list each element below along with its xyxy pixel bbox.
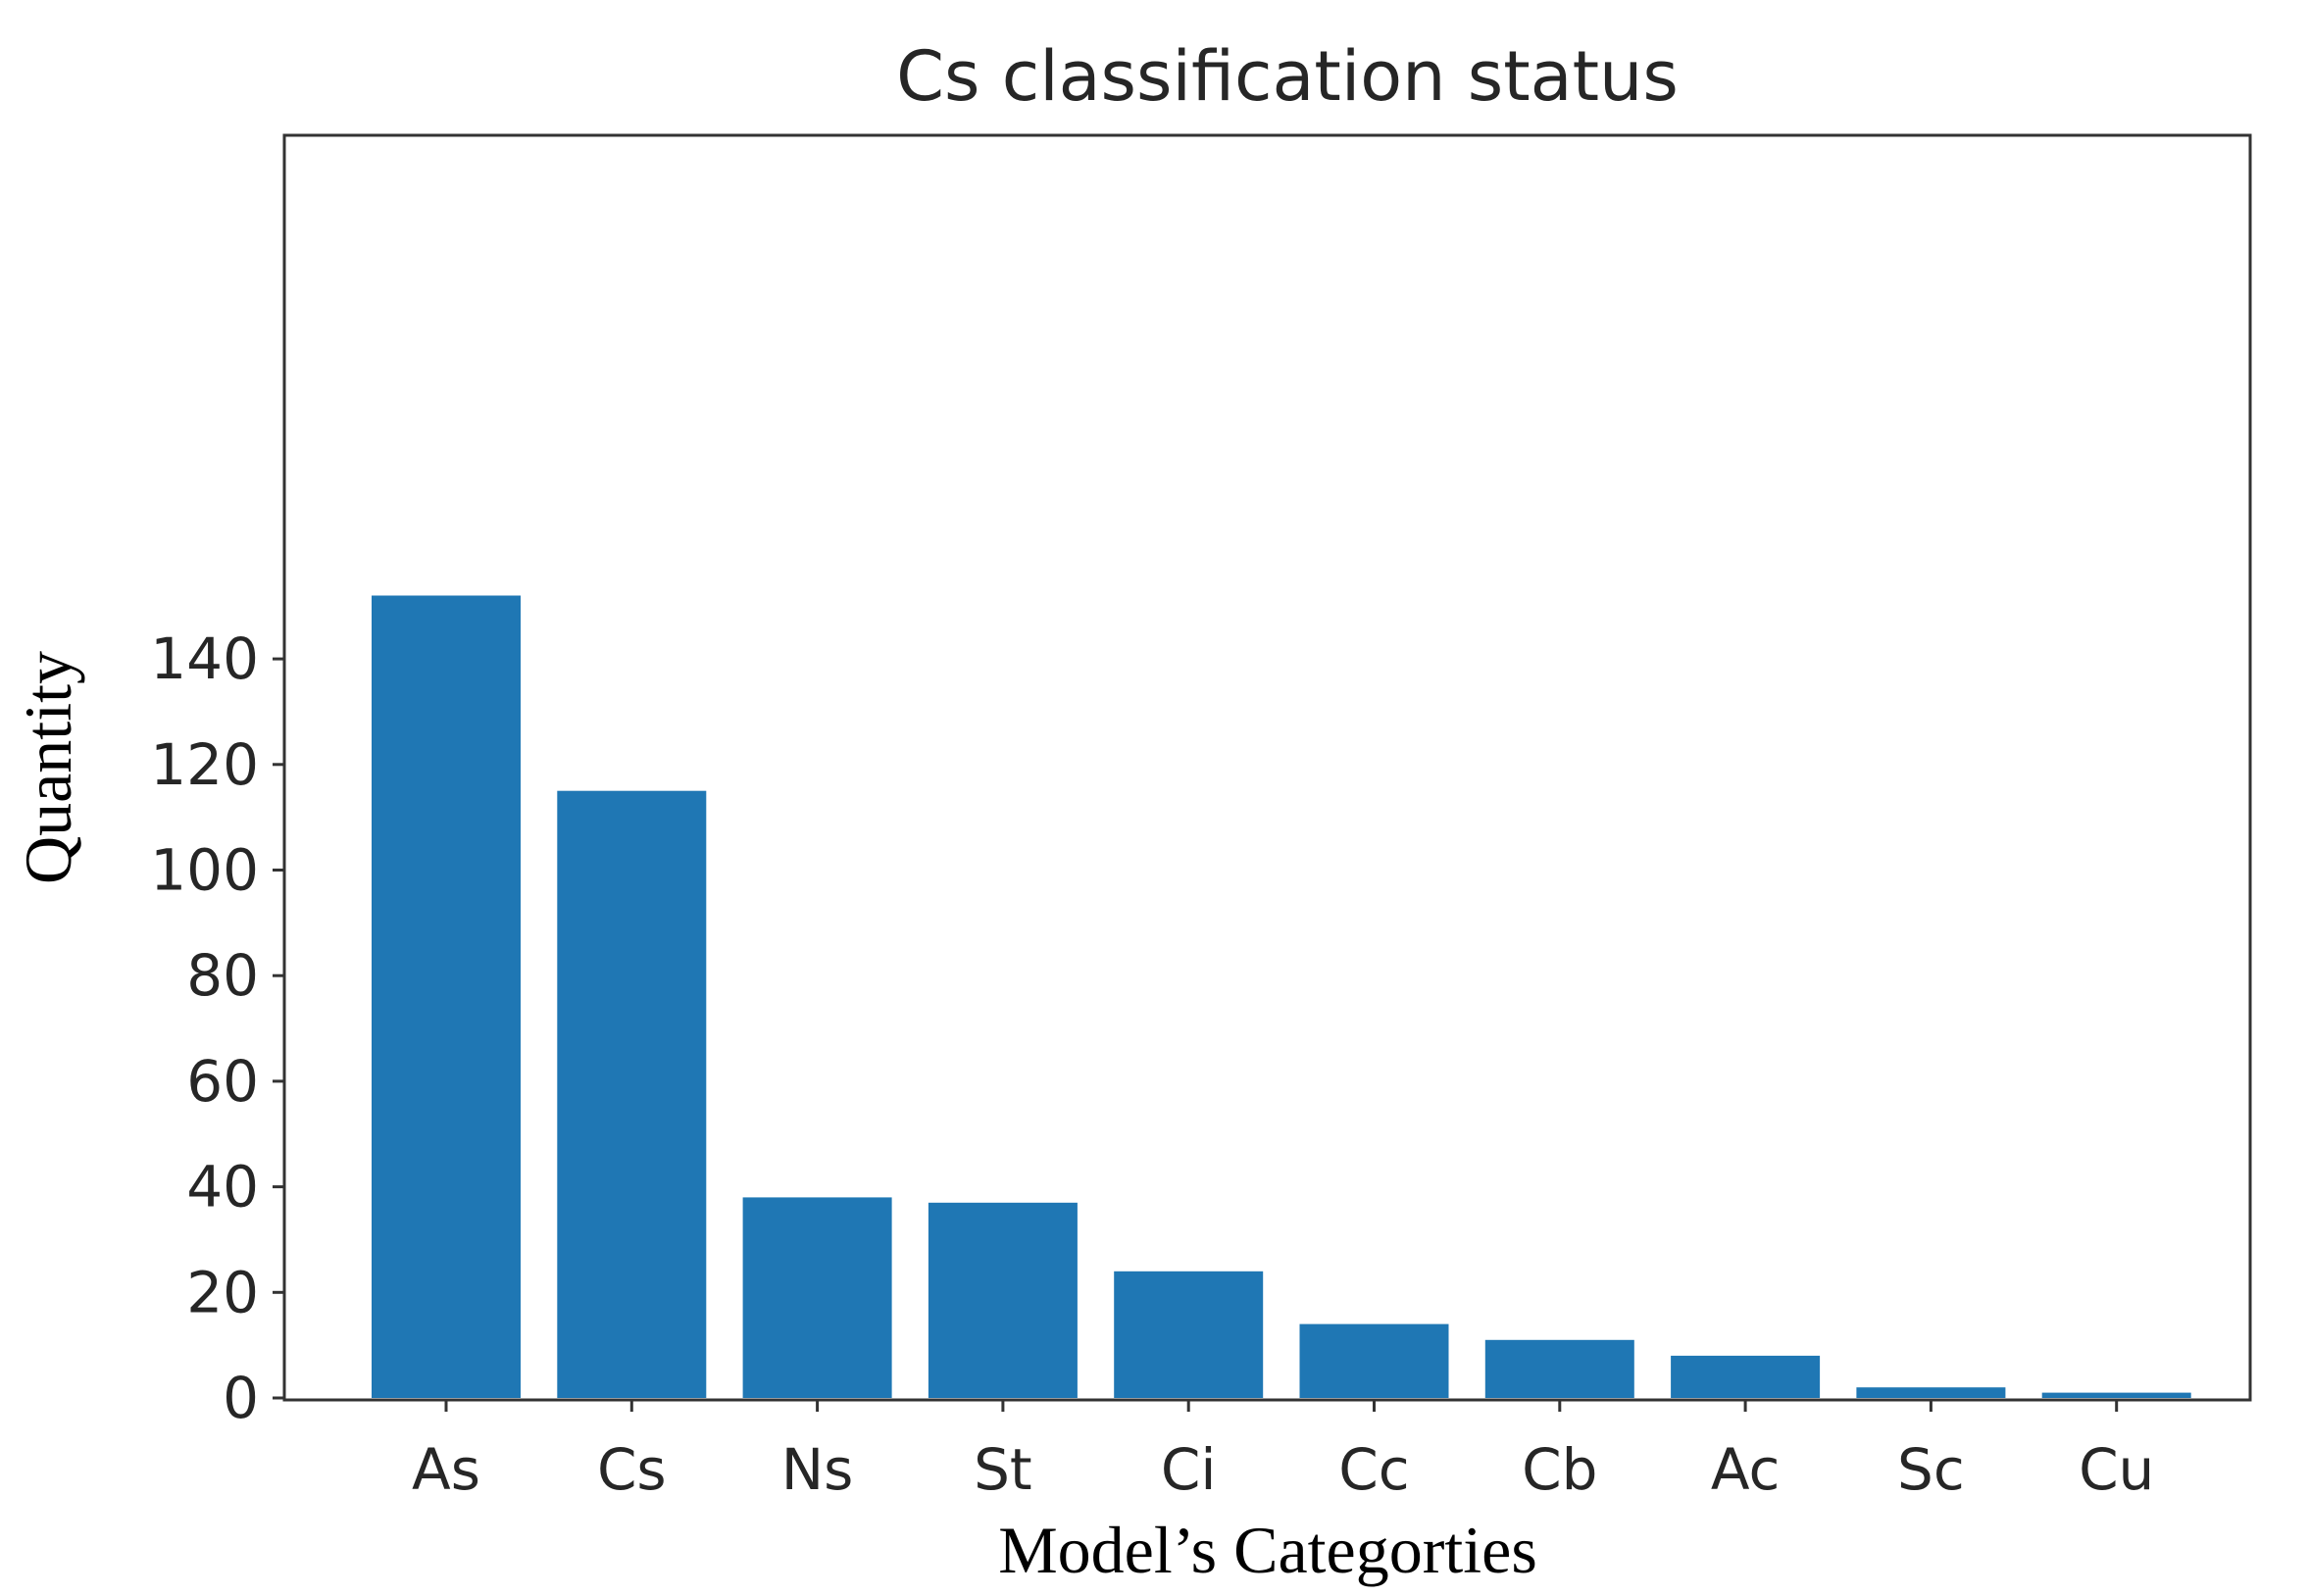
bar-cb (1484, 1339, 1634, 1398)
bar-ac (1671, 1355, 1821, 1398)
x-tick-label: Sc (1897, 1436, 1965, 1503)
y-tick-label: 20 (186, 1259, 259, 1325)
x-tick-label: As (412, 1436, 480, 1503)
bar-ci (1114, 1271, 1264, 1398)
x-tick-label: Cc (1338, 1436, 1409, 1503)
y-tick-label: 80 (186, 942, 259, 1009)
x-tick-label: Ci (1161, 1436, 1217, 1503)
x-tick-label: Ac (1711, 1436, 1781, 1503)
y-tick-label: 140 (150, 625, 259, 692)
x-tick-label: St (974, 1436, 1032, 1503)
x-tick-label: Cs (597, 1436, 667, 1503)
x-tick-label: Ns (781, 1436, 854, 1503)
x-axis-ticks: As Cs Ns St Ci Cc Cb Ac Sc Cu (412, 1400, 2154, 1503)
y-axis-label: Quantity (11, 651, 85, 884)
y-axis-ticks: 0 20 40 60 80 100 120 140 (150, 625, 284, 1431)
y-tick-label: 40 (186, 1154, 259, 1221)
y-tick-label: 60 (186, 1048, 259, 1115)
plot-frame (282, 133, 2252, 1402)
y-tick-label: 120 (150, 731, 259, 798)
chart-title: Cs classification status (896, 36, 1679, 117)
bars (372, 595, 2191, 1398)
bar-ns (742, 1197, 892, 1398)
x-axis-label: Model’s Categorties (998, 1513, 1537, 1587)
y-tick-label: 100 (150, 837, 259, 904)
y-tick-label: 0 (223, 1365, 259, 1431)
bar-st (928, 1202, 1078, 1398)
bar-cu (2041, 1392, 2191, 1398)
bar-sc (1856, 1387, 2006, 1398)
x-tick-label: Cb (1522, 1436, 1597, 1503)
bar-cs (557, 790, 707, 1398)
bar-as (372, 595, 521, 1398)
x-tick-label: Cu (2079, 1436, 2154, 1503)
bar-cc (1299, 1323, 1449, 1398)
